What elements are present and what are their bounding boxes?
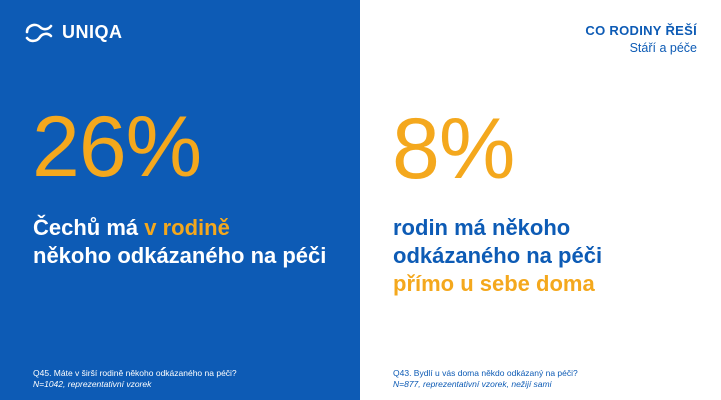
footnote-left-question: Q45. Máte v širší rodině někoho odkázané… [33, 368, 237, 378]
description-left-highlight: v rodině [144, 215, 230, 240]
description-left-text-2: někoho odkázaného na péči [33, 243, 327, 268]
description-right-line-2: odkázaného na péči [393, 243, 603, 268]
description-right-line-1: rodin má někoho [393, 215, 571, 240]
footnote-right: Q43. Bydlí u vás doma někdo odkázaný na … [393, 368, 578, 390]
right-panel: CO RODINY ŘEŠÍ Stáří a péče 8% rodin má … [360, 0, 721, 400]
footnote-left-sample: N=1042, reprezentativní vzorek [33, 379, 152, 389]
footnote-right-sample: N=877, reprezentativní vzorek, nežijí sa… [393, 379, 552, 389]
description-right-highlight: přímo u sebe doma [393, 271, 595, 296]
stat-right: 8% [392, 101, 515, 197]
logo-text: UNIQA [62, 21, 123, 42]
uniqa-logo: UNIQA [24, 21, 123, 43]
section-subtitle: Stáří a péče [629, 41, 697, 55]
footnote-right-question: Q43. Bydlí u vás doma někdo odkázaný na … [393, 368, 578, 378]
section-title: CO RODINY ŘEŠÍ [585, 23, 697, 38]
footnote-left: Q45. Máte v širší rodině někoho odkázané… [33, 368, 237, 390]
description-left: Čechů má v rodině někoho odkázaného na p… [33, 214, 333, 270]
uniqa-swirl-logo-icon [25, 23, 53, 43]
left-panel: UNIQA 26% Čechů má v rodině někoho odkáz… [0, 0, 360, 400]
description-left-text-1: Čechů má [33, 215, 145, 240]
stat-left: 26% [32, 99, 202, 195]
description-right: rodin má někoho odkázaného na péči přímo… [393, 214, 693, 298]
section-header: CO RODINY ŘEŠÍ Stáří a péče [585, 23, 697, 57]
